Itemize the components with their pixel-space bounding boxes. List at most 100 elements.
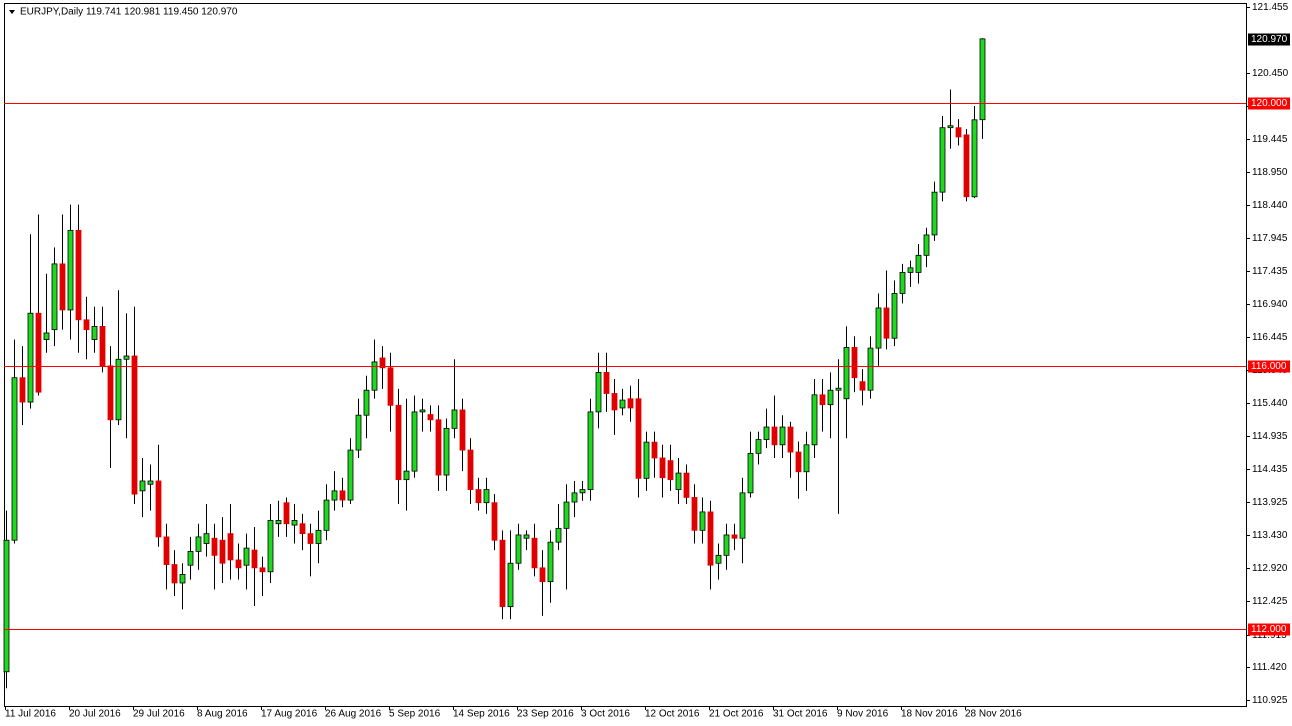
candle-body bbox=[843, 347, 850, 400]
candle-body bbox=[867, 347, 874, 391]
candle-body bbox=[155, 480, 162, 538]
candle-body bbox=[339, 490, 346, 501]
candle-body bbox=[3, 539, 10, 673]
x-tick-label: 26 Aug 2016 bbox=[325, 709, 382, 720]
candle-body bbox=[43, 332, 50, 340]
candle-body bbox=[811, 394, 818, 446]
candle-body bbox=[259, 567, 266, 573]
candle-body bbox=[275, 520, 282, 525]
x-tick-label: 20 Jul 2016 bbox=[69, 709, 121, 720]
candle-body bbox=[699, 511, 706, 531]
candle-body bbox=[635, 398, 642, 479]
candle-body bbox=[659, 457, 666, 479]
current-price-marker bbox=[1248, 33, 1290, 46]
current-price-label: 120.970 bbox=[1251, 34, 1288, 45]
candle-body bbox=[115, 358, 122, 421]
candle-body bbox=[51, 263, 58, 331]
candle-body bbox=[667, 460, 674, 481]
candle-body bbox=[587, 411, 594, 490]
price-marker bbox=[1248, 360, 1290, 373]
x-tick-label: 31 Oct 2016 bbox=[773, 709, 828, 720]
candle-body bbox=[427, 414, 434, 421]
candle-body bbox=[619, 399, 626, 409]
candle-body bbox=[923, 234, 930, 256]
candle-body bbox=[99, 325, 106, 367]
x-tick-label: 28 Nov 2016 bbox=[965, 709, 1022, 720]
candle-body bbox=[643, 441, 650, 479]
candle-body bbox=[931, 191, 938, 236]
candle-body bbox=[163, 536, 170, 565]
y-tick-label: 116.940 bbox=[1252, 299, 1288, 310]
candle-body bbox=[363, 389, 370, 416]
candle-body bbox=[107, 365, 114, 421]
candle-body bbox=[459, 409, 466, 451]
candle-body bbox=[443, 427, 450, 476]
candle-body bbox=[795, 451, 802, 473]
candle-body bbox=[563, 501, 570, 529]
candle-body bbox=[739, 492, 746, 539]
candle-body bbox=[531, 537, 538, 569]
y-tick-label: 111.915 bbox=[1252, 630, 1287, 641]
candle-body bbox=[67, 229, 74, 311]
candle-body bbox=[963, 134, 970, 198]
y-tick-label: 114.435 bbox=[1252, 464, 1288, 475]
header-arrow bbox=[9, 10, 15, 14]
candle-body bbox=[723, 534, 730, 556]
candle-body bbox=[555, 527, 562, 543]
candle-body bbox=[851, 347, 858, 379]
candle-body bbox=[883, 307, 890, 339]
candle-body bbox=[235, 559, 242, 569]
y-tick-label: 113.430 bbox=[1252, 530, 1288, 541]
candle-body bbox=[787, 426, 794, 453]
price-marker-label: 116.000 bbox=[1251, 361, 1287, 372]
x-tick-label: 3 Oct 2016 bbox=[581, 709, 630, 720]
candle-body bbox=[187, 550, 194, 566]
candle-body bbox=[75, 229, 82, 321]
x-tick-label: 23 Sep 2016 bbox=[517, 709, 574, 720]
candle-body bbox=[859, 381, 866, 391]
candle-body bbox=[715, 554, 722, 564]
candle-body bbox=[819, 394, 826, 406]
candle-body bbox=[243, 547, 250, 566]
x-tick-label: 14 Sep 2016 bbox=[453, 709, 510, 720]
x-tick-label: 11 Jul 2016 bbox=[5, 709, 56, 720]
candle-body bbox=[251, 549, 258, 569]
candle-body bbox=[347, 449, 354, 501]
candle-body bbox=[179, 574, 186, 584]
candle-body bbox=[979, 38, 986, 121]
candle-body bbox=[411, 411, 418, 472]
candle-body bbox=[315, 529, 322, 544]
candle-body bbox=[123, 355, 130, 360]
candle-body bbox=[971, 119, 978, 198]
candle-body bbox=[731, 534, 738, 539]
candle-body bbox=[131, 355, 138, 495]
candle-body bbox=[59, 263, 66, 311]
y-tick-label: 118.440 bbox=[1252, 200, 1288, 211]
candle-body bbox=[435, 419, 442, 476]
y-tick-label: 111.420 bbox=[1252, 662, 1287, 673]
candle-body bbox=[595, 372, 602, 413]
candle-body bbox=[755, 439, 762, 454]
candle-body bbox=[11, 377, 18, 541]
candle-body bbox=[507, 562, 514, 608]
candle-body bbox=[307, 533, 314, 544]
candle-body bbox=[955, 127, 962, 138]
candle-body bbox=[779, 426, 786, 446]
candle-body bbox=[331, 490, 338, 501]
y-tick-label: 119.445 bbox=[1252, 134, 1288, 145]
candle-body bbox=[875, 307, 882, 349]
candle-body bbox=[387, 367, 394, 406]
candle-body bbox=[283, 502, 290, 525]
candle-body bbox=[27, 312, 34, 403]
candle-body bbox=[691, 497, 698, 531]
candle-body bbox=[915, 254, 922, 273]
candle-body bbox=[747, 452, 754, 494]
candle-body bbox=[675, 472, 682, 490]
y-tick-label: 116.445 bbox=[1252, 332, 1288, 343]
candle-body bbox=[899, 272, 906, 294]
candle-body bbox=[35, 312, 42, 393]
candle-body bbox=[467, 449, 474, 490]
price-marker bbox=[1248, 97, 1290, 110]
candle-body bbox=[483, 489, 490, 504]
candle-body bbox=[835, 387, 842, 391]
